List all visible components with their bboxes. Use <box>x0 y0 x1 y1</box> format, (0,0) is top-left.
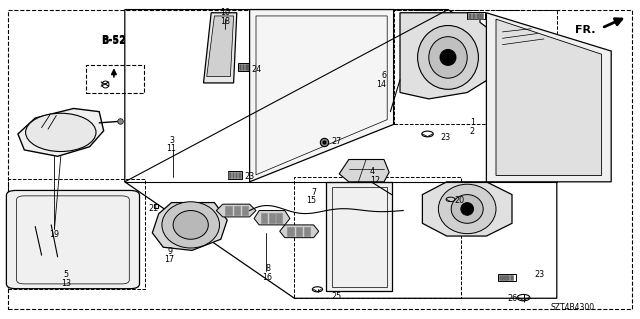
Text: 12: 12 <box>370 176 380 185</box>
Text: B-52: B-52 <box>102 35 126 45</box>
Bar <box>8 179 145 289</box>
FancyBboxPatch shape <box>6 190 140 289</box>
Text: 1: 1 <box>470 118 475 127</box>
Polygon shape <box>280 225 319 238</box>
Bar <box>304 227 310 236</box>
Bar <box>228 171 242 179</box>
Text: FR.: FR. <box>575 25 595 35</box>
Text: 20: 20 <box>454 196 465 204</box>
Text: SZT4B4300: SZT4B4300 <box>551 303 595 312</box>
Bar <box>234 206 240 215</box>
Polygon shape <box>250 10 394 182</box>
Text: 8: 8 <box>265 264 270 273</box>
Bar <box>261 213 267 223</box>
Ellipse shape <box>440 49 456 65</box>
Bar <box>86 65 144 93</box>
Bar <box>238 63 252 71</box>
Ellipse shape <box>451 195 483 223</box>
Bar <box>235 172 237 178</box>
Text: 19: 19 <box>49 230 60 239</box>
Bar <box>296 227 302 236</box>
Text: 26: 26 <box>507 294 517 303</box>
Bar <box>248 64 251 70</box>
Bar <box>476 13 479 19</box>
Text: 16: 16 <box>262 273 273 282</box>
Text: 4: 4 <box>370 167 375 176</box>
Bar <box>225 206 232 215</box>
Bar <box>287 227 294 236</box>
Bar <box>276 213 282 223</box>
Text: 15: 15 <box>306 197 316 205</box>
Bar <box>468 13 471 19</box>
Text: 6: 6 <box>381 71 387 80</box>
Text: 25: 25 <box>332 292 342 300</box>
Text: 13: 13 <box>61 279 71 288</box>
Ellipse shape <box>429 37 467 78</box>
Text: 24: 24 <box>252 65 262 74</box>
Text: 23: 23 <box>244 172 255 181</box>
Bar <box>510 275 513 280</box>
Text: 21: 21 <box>148 204 159 213</box>
Polygon shape <box>216 204 256 217</box>
Text: 11: 11 <box>166 144 177 153</box>
Ellipse shape <box>418 26 479 89</box>
Bar <box>238 172 241 178</box>
Polygon shape <box>204 13 237 83</box>
Text: 17: 17 <box>164 256 175 264</box>
Bar <box>269 213 275 223</box>
Polygon shape <box>339 160 389 182</box>
Polygon shape <box>207 16 234 77</box>
Ellipse shape <box>26 113 96 152</box>
Ellipse shape <box>162 202 220 248</box>
Polygon shape <box>254 211 290 225</box>
Bar <box>502 275 506 280</box>
Bar <box>232 172 234 178</box>
Polygon shape <box>18 108 104 156</box>
Text: 27: 27 <box>332 137 342 146</box>
Bar <box>245 64 248 70</box>
Bar <box>499 275 502 280</box>
Polygon shape <box>496 19 602 175</box>
Text: 5: 5 <box>63 270 68 279</box>
Text: 9: 9 <box>167 247 172 256</box>
Bar <box>472 13 475 19</box>
Text: 2: 2 <box>470 127 475 136</box>
Bar <box>479 13 483 19</box>
Text: B-52: B-52 <box>102 36 126 46</box>
Polygon shape <box>422 182 512 236</box>
Text: 10: 10 <box>220 8 230 17</box>
Ellipse shape <box>438 184 496 234</box>
Polygon shape <box>326 182 392 291</box>
Ellipse shape <box>461 203 474 215</box>
Polygon shape <box>152 203 227 250</box>
Text: 14: 14 <box>376 80 387 89</box>
Polygon shape <box>400 13 499 99</box>
Bar <box>294 177 461 298</box>
Bar <box>242 64 244 70</box>
Text: 3: 3 <box>169 136 174 145</box>
Polygon shape <box>486 13 611 182</box>
Bar <box>228 172 231 178</box>
Ellipse shape <box>173 211 209 239</box>
Bar <box>467 12 485 19</box>
Bar <box>506 275 509 280</box>
Text: 23: 23 <box>440 133 451 142</box>
Text: 7: 7 <box>311 188 316 197</box>
Bar <box>239 64 241 70</box>
Bar <box>242 206 248 215</box>
Text: 18: 18 <box>220 17 230 26</box>
Text: 23: 23 <box>534 271 545 279</box>
Bar <box>394 10 557 124</box>
Bar <box>498 274 516 281</box>
